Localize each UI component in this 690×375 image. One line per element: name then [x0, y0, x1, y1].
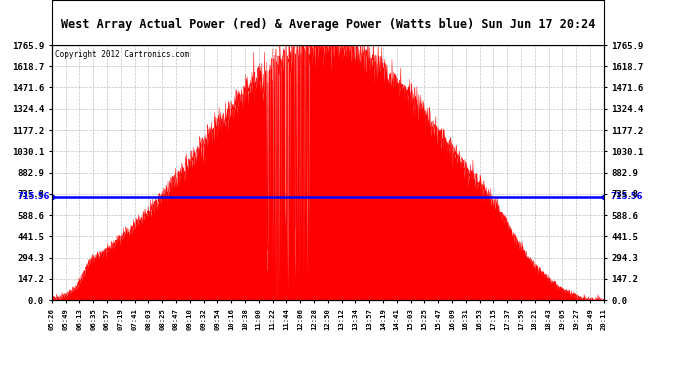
Text: 715.56: 715.56 — [611, 192, 643, 201]
Text: West Array Actual Power (red) & Average Power (Watts blue) Sun Jun 17 20:24: West Array Actual Power (red) & Average … — [61, 18, 595, 31]
Text: 715.56: 715.56 — [18, 192, 50, 201]
Text: Copyright 2012 Cartronics.com: Copyright 2012 Cartronics.com — [55, 50, 188, 59]
